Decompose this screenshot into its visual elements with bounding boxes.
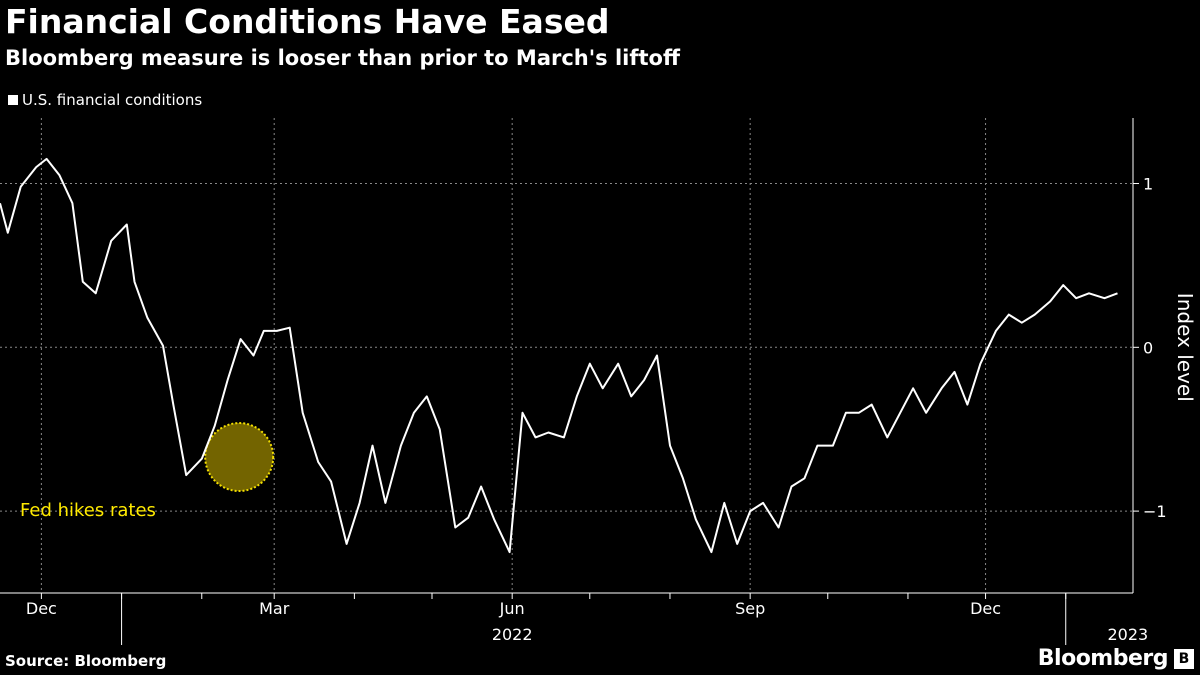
brand-logo: Bloomberg xyxy=(1037,646,1169,671)
x-tick-label: Dec xyxy=(970,599,1001,618)
y-axis-title: Index level xyxy=(1173,293,1197,402)
annotation-label: Fed hikes rates xyxy=(20,500,156,521)
y-tick-label: −1 xyxy=(1143,502,1167,521)
series-line-us-financial-conditions xyxy=(0,157,1118,554)
x-tick-label: Sep xyxy=(735,599,765,618)
x-tick-label: Dec xyxy=(26,599,57,618)
year-label: 2022 xyxy=(492,625,533,644)
year-label: 2023 xyxy=(1107,625,1148,644)
source-note: Source: Bloomberg xyxy=(5,652,167,670)
legend-swatch xyxy=(8,95,18,105)
brand-icon: B xyxy=(1174,649,1194,669)
chart-title: Financial Conditions Have Eased xyxy=(5,2,610,41)
legend: U.S. financial conditions xyxy=(8,91,202,109)
y-tick-label: 0 xyxy=(1143,338,1153,357)
x-tick-label: Jun xyxy=(499,599,525,618)
annotation-circle xyxy=(204,422,275,493)
chart-subtitle: Bloomberg measure is looser than prior t… xyxy=(5,46,680,70)
legend-label: U.S. financial conditions xyxy=(22,91,203,109)
x-tick-label: Mar xyxy=(259,599,290,618)
y-tick-label: 1 xyxy=(1143,175,1153,194)
